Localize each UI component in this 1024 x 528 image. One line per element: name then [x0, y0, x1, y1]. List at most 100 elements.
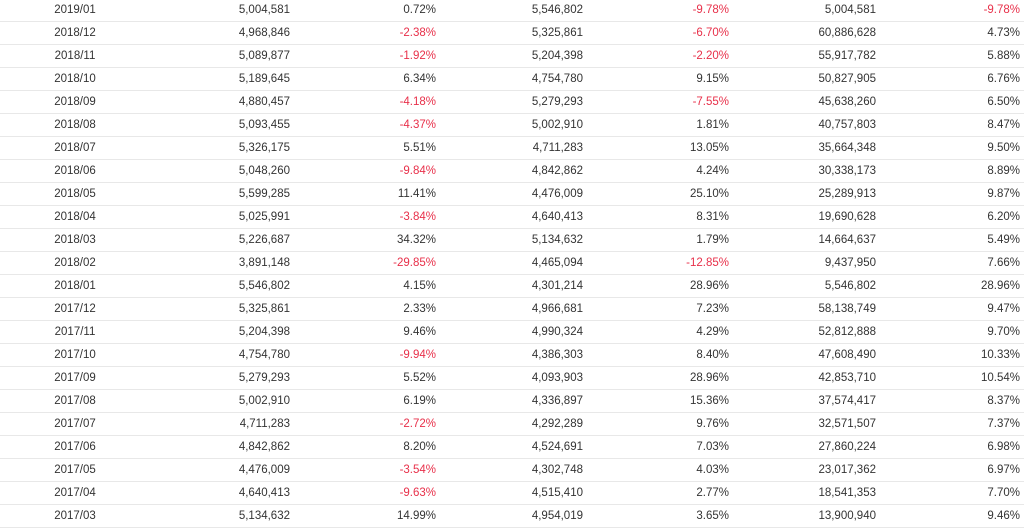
revenue-mom-cell: 4.15% — [403, 280, 436, 292]
month-cell: 2017/05 — [54, 464, 96, 476]
revenue-mom-cell: -9.84% — [399, 165, 436, 177]
table-row: 2018/04 5,025,991 -3.84% 4,640,413 8.31% 19,6… — [0, 206, 1024, 229]
month-cell: 2018/11 — [54, 50, 96, 62]
revenue-cell: 5,599,285 — [238, 188, 290, 200]
revenue-mom-cell: 2.33% — [403, 303, 436, 315]
month-cell: 2017/03 — [54, 510, 96, 522]
revenue-mom-cell: -29.85% — [393, 257, 436, 269]
table-row: 2017/10 4,754,780 -9.94% 4,386,303 8.40% 47,6… — [0, 344, 1024, 367]
month-cell: 2018/01 — [54, 280, 96, 292]
prev-year-revenue-cell: 4,336,897 — [531, 395, 583, 407]
revenue-cell: 5,279,293 — [238, 372, 290, 384]
prev-year-revenue-cell: 4,842,862 — [531, 165, 583, 177]
table-row: 2017/04 4,640,413 -9.63% 4,515,410 2.77% 18,5… — [0, 482, 1024, 505]
cumulative-revenue-cell: 40,757,803 — [818, 119, 876, 131]
table-row: 2018/05 5,599,285 11.41% 4,476,009 25.10% 25,… — [0, 183, 1024, 206]
table-row: 2018/01 5,546,802 4.15% 4,301,214 28.96% 5,54… — [0, 275, 1024, 298]
revenue-mom-cell: -4.18% — [399, 96, 436, 108]
revenue-mom-cell: -1.92% — [399, 50, 436, 62]
revenue-mom-cell: 6.34% — [403, 73, 436, 85]
cumulative-yoy-cell: 9.87% — [987, 188, 1020, 200]
revenue-cell: 5,089,877 — [238, 50, 290, 62]
prev-year-revenue-cell: 4,966,681 — [531, 303, 583, 315]
revenue-cell: 5,025,991 — [238, 211, 290, 223]
cumulative-revenue-cell: 35,664,348 — [818, 142, 876, 154]
month-cell: 2017/11 — [54, 326, 96, 338]
month-cell: 2017/09 — [54, 372, 96, 384]
cumulative-revenue-cell: 32,571,507 — [818, 418, 876, 430]
prev-year-revenue-cell: 4,754,780 — [531, 73, 583, 85]
table-row: 2017/07 4,711,283 -2.72% 4,292,289 9.76% 32,5… — [0, 413, 1024, 436]
yoy-change-cell: 7.23% — [696, 303, 729, 315]
cumulative-revenue-cell: 60,886,628 — [818, 27, 876, 39]
revenue-mom-cell: -3.54% — [399, 464, 436, 476]
cumulative-revenue-cell: 27,860,224 — [818, 441, 876, 453]
cumulative-yoy-cell: 4.73% — [987, 27, 1020, 39]
revenue-mom-cell: 14.99% — [396, 510, 436, 522]
prev-year-revenue-cell: 4,515,410 — [531, 487, 583, 499]
yoy-change-cell: 9.15% — [696, 73, 729, 85]
yoy-change-cell: 15.36% — [689, 395, 729, 407]
cumulative-yoy-cell: 7.37% — [987, 418, 1020, 430]
revenue-cell: 5,546,802 — [238, 280, 290, 292]
revenue-cell: 4,476,009 — [238, 464, 290, 476]
revenue-cell: 4,711,283 — [239, 418, 290, 430]
revenue-mom-cell: -2.72% — [399, 418, 436, 430]
prev-year-revenue-cell: 5,279,293 — [531, 96, 583, 108]
table-row: 2018/02 3,891,148 -29.85% 4,465,094 -12.85% 9… — [0, 252, 1024, 275]
revenue-cell: 5,093,455 — [238, 119, 290, 131]
cumulative-yoy-cell: 6.20% — [987, 211, 1020, 223]
cumulative-revenue-cell: 19,690,628 — [818, 211, 876, 223]
month-cell: 2017/08 — [54, 395, 96, 407]
cumulative-revenue-cell: 30,338,173 — [818, 165, 876, 177]
revenue-cell: 5,226,687 — [238, 234, 290, 246]
prev-year-revenue-cell: 5,002,910 — [531, 119, 583, 131]
table-row: 2017/12 5,325,861 2.33% 4,966,681 7.23% 58,13… — [0, 298, 1024, 321]
cumulative-revenue-cell: 37,574,417 — [818, 395, 876, 407]
yoy-change-cell: 7.03% — [696, 441, 729, 453]
revenue-cell: 5,189,645 — [238, 73, 290, 85]
yoy-change-cell: 28.96% — [689, 372, 729, 384]
revenue-mom-cell: 5.52% — [403, 372, 436, 384]
revenue-cell: 5,325,861 — [238, 303, 290, 315]
cumulative-yoy-cell: 9.70% — [987, 326, 1020, 338]
yoy-change-cell: 8.31% — [696, 211, 729, 223]
cumulative-yoy-cell: 28.96% — [980, 280, 1020, 292]
month-cell: 2019/01 — [54, 4, 96, 16]
cumulative-yoy-cell: 9.46% — [987, 510, 1020, 522]
prev-year-revenue-cell: 5,134,632 — [531, 234, 583, 246]
table-row: 2018/03 5,226,687 34.32% 5,134,632 1.79% 14,6… — [0, 229, 1024, 252]
month-cell: 2018/07 — [54, 142, 96, 154]
cumulative-revenue-cell: 42,853,710 — [818, 372, 876, 384]
cumulative-revenue-cell: 13,900,940 — [818, 510, 876, 522]
month-cell: 2017/04 — [54, 487, 96, 499]
revenue-cell: 5,002,910 — [238, 395, 290, 407]
yoy-change-cell: 1.79% — [696, 234, 729, 246]
yoy-change-cell: -2.20% — [692, 50, 729, 62]
yoy-change-cell: 4.03% — [696, 464, 729, 476]
cumulative-revenue-cell: 55,917,782 — [818, 50, 876, 62]
table-row: 2019/01 5,004,581 0.72% 5,546,802 -9.78% 5,00… — [0, 0, 1024, 22]
cumulative-yoy-cell: 6.76% — [987, 73, 1020, 85]
revenue-cell: 4,640,413 — [238, 487, 290, 499]
yoy-change-cell: 4.29% — [696, 326, 729, 338]
table-row: 2018/07 5,326,175 5.51% 4,711,283 13.05% 35,6… — [0, 137, 1024, 160]
yoy-change-cell: -7.55% — [692, 96, 729, 108]
cumulative-revenue-cell: 25,289,913 — [818, 188, 876, 200]
table-row: 2018/08 5,093,455 -4.37% 5,002,910 1.81% 40,7… — [0, 114, 1024, 137]
cumulative-revenue-cell: 58,138,749 — [818, 303, 876, 315]
month-cell: 2018/02 — [54, 257, 96, 269]
table-row: 2017/06 4,842,862 8.20% 4,524,691 7.03% 27,86… — [0, 436, 1024, 459]
yoy-change-cell: 9.76% — [696, 418, 729, 430]
month-cell: 2017/10 — [54, 349, 96, 361]
revenue-cell: 5,134,632 — [238, 510, 290, 522]
cumulative-yoy-cell: 7.70% — [987, 487, 1020, 499]
cumulative-yoy-cell: 6.97% — [987, 464, 1020, 476]
revenue-mom-cell: -2.38% — [399, 27, 436, 39]
cumulative-revenue-cell: 9,437,950 — [824, 257, 876, 269]
revenue-mom-cell: 11.41% — [397, 188, 436, 200]
revenue-mom-cell: 9.46% — [403, 326, 436, 338]
month-cell: 2018/03 — [54, 234, 96, 246]
prev-year-revenue-cell: 4,640,413 — [531, 211, 583, 223]
